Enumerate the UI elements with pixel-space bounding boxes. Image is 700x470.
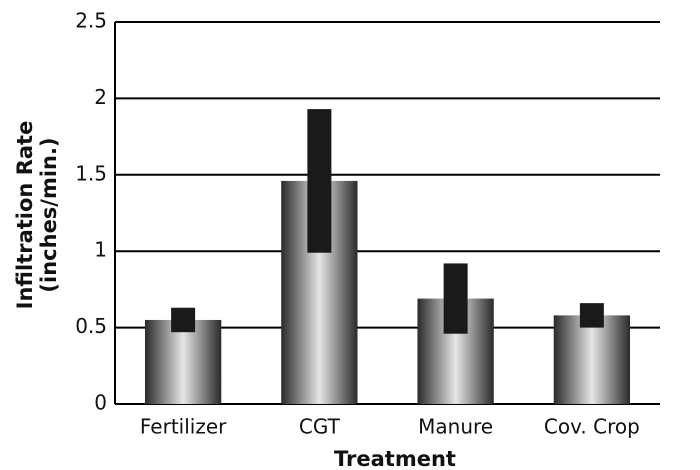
x-axis-title: Treatment <box>334 447 456 470</box>
error-bar <box>579 303 604 328</box>
y-tick-label: 2 <box>94 85 107 109</box>
error-bar <box>443 263 468 334</box>
bar <box>553 315 631 404</box>
x-tick-label: Cov. Crop <box>544 415 640 439</box>
y-tick-label: 1 <box>94 238 107 262</box>
bar <box>144 319 222 404</box>
y-tick-label: 1.5 <box>75 161 107 185</box>
y-axis-title: Infiltration Rate <box>13 121 37 310</box>
x-tick-label: Manure <box>418 415 493 439</box>
y-tick-label: 2.5 <box>75 9 107 33</box>
y-tick-label: 0 <box>94 391 107 415</box>
x-tick-label: CGT <box>299 415 341 439</box>
y-axis-title: (inches/min.) <box>37 137 61 292</box>
y-tick-label: 0.5 <box>75 314 107 338</box>
x-tick-label: Fertilizer <box>140 415 227 439</box>
error-bar <box>171 307 196 333</box>
error-bar <box>307 109 332 253</box>
